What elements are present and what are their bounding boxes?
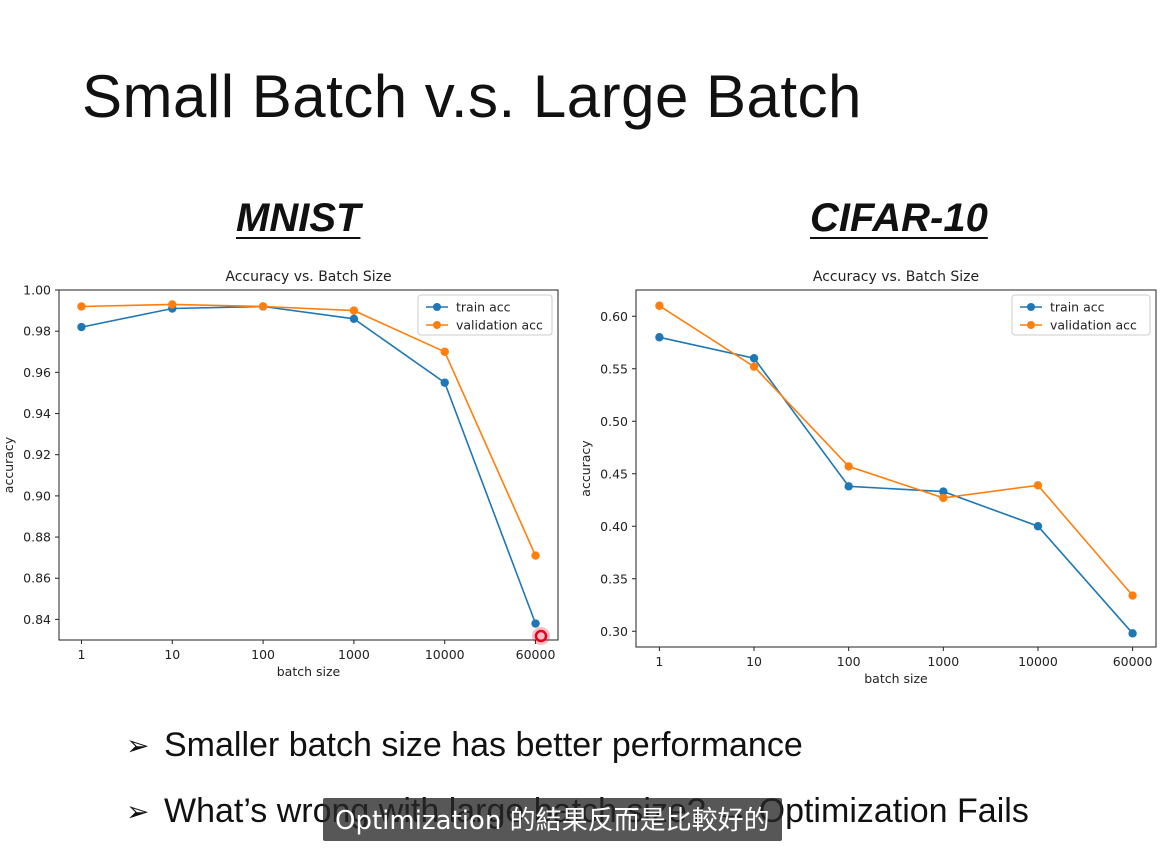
cifar-10-label: CIFAR-10 — [810, 196, 988, 240]
arrow-bullet-icon: ➢ — [126, 729, 150, 761]
data-point-validation — [349, 306, 359, 315]
mnist-label: MNIST — [236, 196, 361, 240]
data-point-validation — [1128, 591, 1137, 600]
data-point-train — [77, 322, 86, 332]
mnist-accuracy-chart: Accuracy vs. Batch Size 0.84 0.86 0.88 0.90 0… — [1, 269, 559, 679]
y-tick-label: 0.55 — [600, 361, 628, 376]
y-tick-label: 0.50 — [600, 414, 628, 429]
data-point-train — [844, 482, 853, 491]
x-tick-label: 1000 — [338, 647, 370, 662]
y-tick-label: 0.90 — [23, 488, 51, 503]
series-line-train — [659, 336, 1134, 634]
chart-title: Accuracy vs. Batch Size — [225, 269, 391, 285]
data-point-validation — [168, 300, 177, 309]
series-line-validation — [81, 303, 537, 556]
y-tick-label: 0.92 — [23, 447, 51, 462]
data-point-validation — [655, 301, 664, 310]
y-tick-label: 0.84 — [23, 612, 51, 627]
data-point-validation — [749, 362, 759, 371]
legend-marker-swatch — [1027, 303, 1035, 311]
legend-box — [1011, 294, 1151, 336]
data-point-validation — [939, 493, 948, 503]
data-point-train — [531, 619, 540, 628]
bullet-item: ➢ Smaller batch size has better performa… — [126, 712, 1029, 778]
data-point-train — [939, 487, 948, 496]
x-tick-label: 100 — [251, 647, 275, 662]
legend-label: validation acc — [456, 318, 543, 333]
data-point-train — [1033, 522, 1043, 531]
y-tick-label: 0.98 — [23, 324, 51, 339]
plot-frame — [58, 289, 559, 641]
video-subtitle: Optimization 的結果反而是比較好的 — [323, 798, 782, 841]
legend-box — [417, 294, 553, 336]
plot-frame — [635, 289, 1157, 648]
y-tick-label: 0.86 — [23, 571, 51, 586]
data-point-validation — [77, 302, 86, 311]
data-point-train — [749, 354, 759, 363]
y-axis-label: accuracy — [578, 440, 593, 497]
x-tick-label: 10000 — [425, 647, 465, 662]
x-tick-label: 10000 — [1018, 654, 1058, 669]
data-point-validation — [1033, 481, 1043, 490]
data-point-train — [655, 333, 664, 342]
x-tick-label: 1000 — [927, 654, 959, 669]
chart-title: Accuracy vs. Batch Size — [813, 269, 979, 285]
y-tick-label: 0.60 — [600, 309, 628, 324]
y-tick-label: 1.00 — [23, 283, 51, 298]
legend-marker-swatch — [1027, 321, 1035, 329]
y-tick-label: 0.94 — [23, 406, 51, 421]
bullet-text: Smaller batch size has better performanc… — [164, 725, 803, 764]
x-axis-label: batch size — [864, 671, 928, 686]
data-point-train — [349, 314, 359, 324]
y-tick-label: 0.96 — [23, 365, 51, 380]
y-tick-label: 0.88 — [23, 530, 51, 545]
legend-marker-swatch — [433, 321, 441, 329]
data-point-train — [1128, 629, 1137, 638]
x-axis-label: batch size — [277, 664, 341, 679]
x-tick-label: 60000 — [1113, 654, 1153, 669]
legend-label: train acc — [1050, 300, 1105, 315]
y-tick-label: 0.40 — [600, 519, 628, 534]
data-point-train — [440, 378, 449, 387]
x-tick-label: 60000 — [516, 647, 556, 662]
series-line-validation — [658, 305, 1134, 597]
y-axis-label: accuracy — [1, 436, 16, 493]
cursor-glow — [532, 627, 550, 645]
series-line-train — [81, 305, 537, 624]
data-point-validation — [440, 347, 449, 356]
legend-label: train acc — [456, 300, 511, 315]
cursor-highlight-icon — [532, 627, 550, 645]
y-tick-label: 0.30 — [600, 624, 628, 639]
y-tick-label: 0.45 — [600, 466, 628, 481]
cursor-ring — [534, 629, 548, 643]
x-tick-label: 10 — [746, 654, 762, 669]
x-tick-label: 100 — [837, 654, 861, 669]
data-point-validation — [531, 551, 540, 560]
arrow-bullet-icon: ➢ — [126, 795, 150, 827]
data-point-validation — [258, 302, 268, 311]
x-tick-label: 1 — [655, 654, 663, 669]
x-tick-label: 1 — [77, 647, 85, 662]
data-point-validation — [844, 462, 853, 471]
slide-title: Small Batch v.s. Large Batch — [82, 63, 862, 130]
cifar-10-accuracy-chart: Accuracy vs. Batch Size 0.30 0.35 0.40 0.45 0… — [578, 269, 1157, 686]
y-tick-label: 0.35 — [600, 571, 628, 586]
x-tick-label: 10 — [164, 647, 180, 662]
legend-marker-swatch — [433, 303, 441, 311]
legend-label: validation acc — [1050, 318, 1137, 333]
